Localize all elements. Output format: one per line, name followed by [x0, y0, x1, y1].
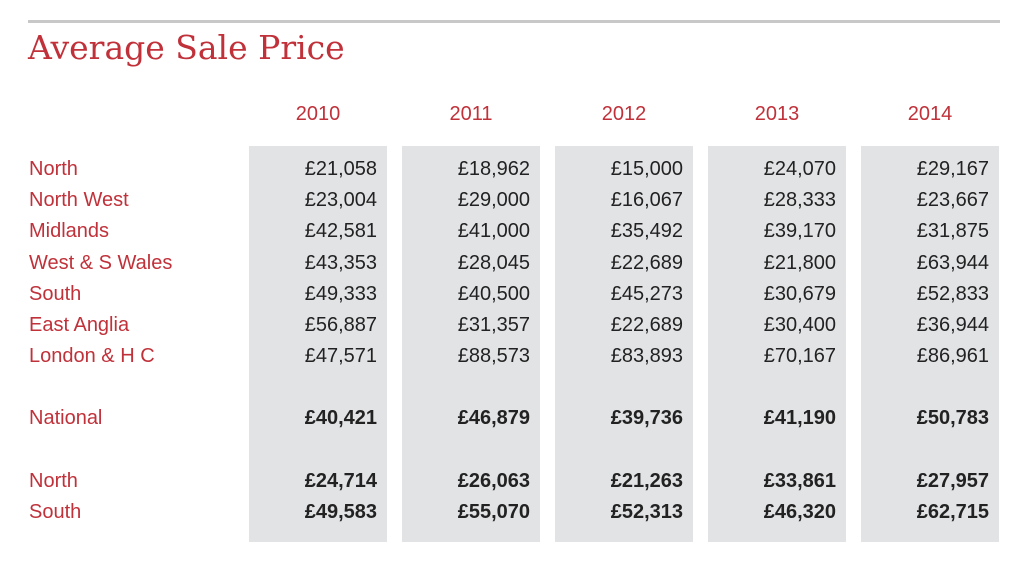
table-cell: £52,313: [610, 501, 683, 523]
table-cell: £27,957: [916, 470, 989, 492]
table-cell: £24,714: [304, 470, 377, 492]
table-cell: £47,571: [304, 345, 377, 367]
table-cell: £33,861: [763, 470, 836, 492]
column-header-2011: 2011: [449, 103, 493, 125]
column-header-2013: 2013: [754, 103, 800, 125]
top-rule: [28, 20, 1000, 23]
table-cell: £46,879: [457, 407, 530, 429]
table-cell: £16,067: [610, 189, 683, 211]
table-cell: £63,944: [916, 252, 989, 274]
table-cell: £41,190: [763, 407, 836, 429]
column-header-2014: 2014: [907, 103, 953, 125]
row-label: North: [29, 470, 78, 492]
table-cell: £29,000: [457, 189, 530, 211]
table-cell: £62,715: [916, 501, 989, 523]
table-cell: £56,887: [304, 314, 377, 336]
column-panel-2013: [708, 146, 846, 542]
table-cell: £21,800: [763, 252, 836, 274]
table-cell: £88,573: [457, 345, 530, 367]
table-cell: £35,492: [610, 220, 683, 242]
table-cell: £46,320: [763, 501, 836, 523]
column-panel-2012: [555, 146, 693, 542]
column-header-2012: 2012: [601, 103, 647, 125]
row-label: London & H C: [29, 345, 155, 367]
table-cell: £52,833: [916, 283, 989, 305]
table-cell: £40,500: [457, 283, 530, 305]
column-panel-2011: [402, 146, 540, 542]
table-cell: £23,667: [916, 189, 989, 211]
row-label: North West: [29, 189, 129, 211]
table-cell: £45,273: [610, 283, 683, 305]
table-cell: £49,333: [304, 283, 377, 305]
table-cell: £18,962: [457, 158, 530, 180]
table-cell: £43,353: [304, 252, 377, 274]
table-cell: £55,070: [457, 501, 530, 523]
table-cell: £70,167: [763, 345, 836, 367]
row-label: East Anglia: [29, 314, 130, 336]
row-label: West & S Wales: [29, 252, 173, 274]
table-cell: £83,893: [610, 345, 683, 367]
table-cell: £39,736: [610, 407, 683, 429]
table-cell: £21,263: [610, 470, 683, 492]
table-cell: £24,070: [763, 158, 836, 180]
table-cell: £50,783: [916, 407, 989, 429]
table-cell: £22,689: [610, 314, 683, 336]
table-cell: £21,058: [304, 158, 377, 180]
table-cell: £31,357: [457, 314, 530, 336]
table-cell: £41,000: [457, 220, 530, 242]
table-cell: £40,421: [304, 407, 377, 429]
row-label: Midlands: [29, 220, 110, 242]
table-cell: £39,170: [763, 220, 836, 242]
table-cell: £86,961: [916, 345, 989, 367]
row-label: National: [29, 407, 103, 429]
row-label: South: [29, 283, 82, 305]
table-cell: £15,000: [610, 158, 683, 180]
table-cell: £26,063: [457, 470, 530, 492]
column-panel-2010: [249, 146, 387, 542]
table-cell: £30,400: [763, 314, 836, 336]
row-label: North: [29, 158, 78, 180]
row-label: South: [29, 501, 82, 523]
table-cell: £49,583: [304, 501, 377, 523]
table-cell: £23,004: [304, 189, 377, 211]
table-cell: £31,875: [916, 220, 989, 242]
table-cell: £22,689: [610, 252, 683, 274]
table-cell: £28,045: [457, 252, 530, 274]
column-panel-2014: [861, 146, 999, 542]
column-header-2010: 2010: [295, 103, 341, 125]
table-cell: £29,167: [916, 158, 989, 180]
table-cell: £42,581: [304, 220, 377, 242]
table-title: Average Sale Price: [28, 28, 345, 67]
table-cell: £28,333: [763, 189, 836, 211]
table-cell: £36,944: [916, 314, 989, 336]
table-cell: £30,679: [763, 283, 836, 305]
